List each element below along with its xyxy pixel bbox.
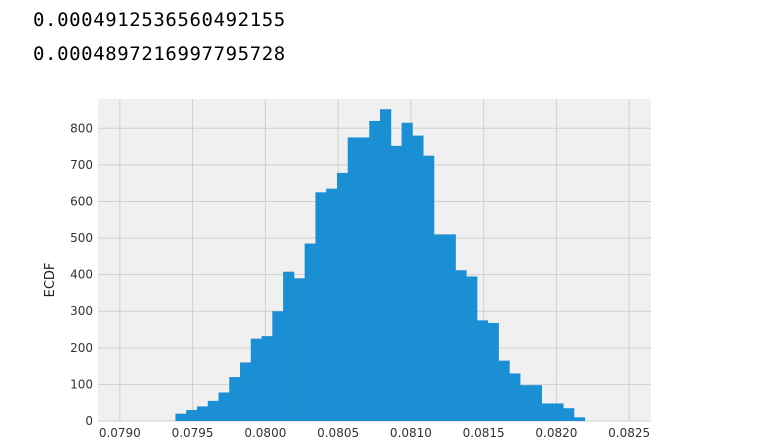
y-axis-ticks: 0 100 200 300 400 500 600 700 800 xyxy=(70,121,93,428)
histogram-bar xyxy=(240,362,252,421)
histogram-bar xyxy=(509,373,521,421)
histogram-bar xyxy=(326,188,338,421)
x-tick-label: 0.0810 xyxy=(390,426,432,440)
histogram-bar xyxy=(466,276,478,421)
histogram-bar xyxy=(498,360,510,421)
histogram-bar xyxy=(218,392,230,421)
y-axis-label: ECDF xyxy=(43,263,58,298)
histogram-bar xyxy=(573,417,586,421)
y-tick-label: 500 xyxy=(70,231,93,245)
histogram-bar xyxy=(336,172,349,421)
output-line-1: 0.0004912536560492155 xyxy=(33,9,286,31)
histogram-bar xyxy=(250,338,262,421)
histogram-bar xyxy=(207,400,219,421)
histogram-bar xyxy=(315,192,327,421)
y-tick-label: 100 xyxy=(70,377,93,391)
y-tick-label: 300 xyxy=(70,304,93,318)
histogram-bar xyxy=(196,406,209,421)
y-tick-label: 700 xyxy=(70,158,93,172)
y-tick-label: 800 xyxy=(70,121,93,135)
histogram-bar xyxy=(390,145,402,421)
histogram-bar xyxy=(293,278,306,421)
y-tick-label: 0 xyxy=(85,414,93,428)
histogram-bar xyxy=(476,320,489,421)
histogram-bar xyxy=(175,413,187,421)
histogram-bar xyxy=(455,270,467,421)
histogram-bar xyxy=(358,137,370,421)
histogram-bar xyxy=(401,122,413,421)
histogram-bar xyxy=(563,408,575,421)
output-line-2: 0.0004897216997795728 xyxy=(33,43,286,65)
histogram-bar xyxy=(433,234,446,421)
histogram-bar xyxy=(369,120,381,422)
histogram-bar xyxy=(347,137,359,421)
x-tick-label: 0.0800 xyxy=(244,426,286,440)
histogram-bar xyxy=(304,243,316,421)
histogram-bar xyxy=(530,385,542,421)
x-tick-label: 0.0820 xyxy=(535,426,577,440)
x-tick-label: 0.0825 xyxy=(608,426,650,440)
histogram-bar xyxy=(412,135,424,421)
histogram-bar xyxy=(423,155,435,421)
histogram-bar xyxy=(444,234,456,421)
histogram-bar xyxy=(520,385,532,421)
histogram-bar xyxy=(272,311,284,421)
histogram-bar xyxy=(487,322,499,421)
x-axis-ticks: 0.0790 0.0795 0.0800 0.0805 0.0810 0.0815 0.08… xyxy=(99,426,650,440)
histogram-bar xyxy=(261,336,273,421)
y-tick-label: 600 xyxy=(70,194,93,208)
histogram-bar xyxy=(229,377,241,421)
x-tick-label: 0.0795 xyxy=(172,426,214,440)
histogram-bar xyxy=(283,271,295,421)
histogram-bar xyxy=(380,109,392,421)
x-tick-label: 0.0805 xyxy=(317,426,359,440)
histogram-bar xyxy=(186,410,198,421)
x-tick-label: 0.0790 xyxy=(99,426,141,440)
y-tick-label: 400 xyxy=(70,268,93,282)
histogram-bar xyxy=(541,403,553,421)
y-tick-label: 200 xyxy=(70,341,93,355)
histogram-bar xyxy=(552,403,564,421)
x-tick-label: 0.0815 xyxy=(463,426,505,440)
histogram-bars xyxy=(175,109,586,422)
